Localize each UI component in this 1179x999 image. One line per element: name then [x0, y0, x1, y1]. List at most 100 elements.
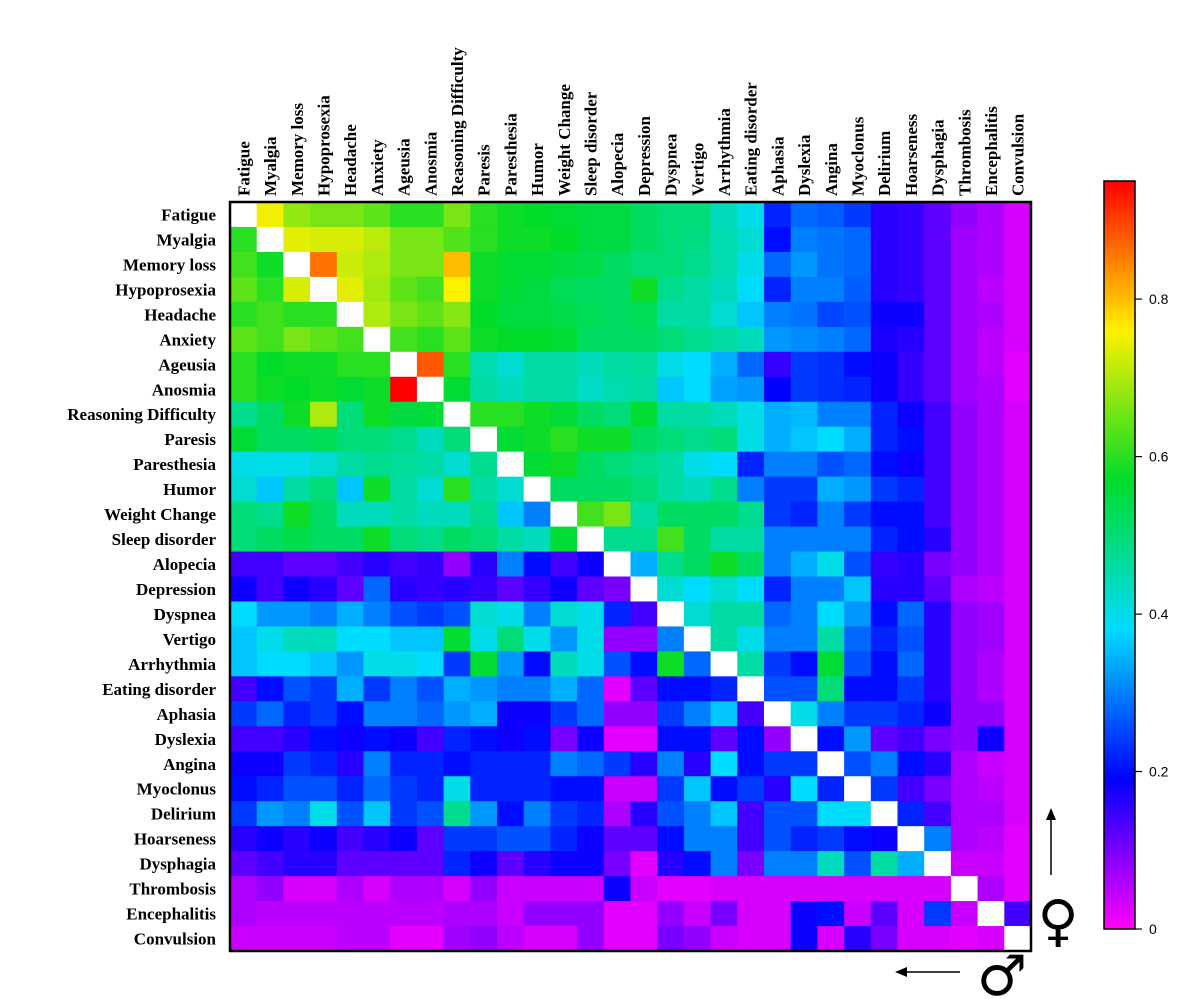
heatmap-cell — [256, 851, 284, 877]
heatmap-cell — [630, 876, 658, 902]
heatmap-cell — [737, 751, 765, 777]
heatmap-cell — [817, 901, 845, 927]
diagonal-cell — [737, 676, 765, 702]
heatmap-cell — [897, 451, 925, 478]
heatmap-cell — [683, 426, 712, 453]
heatmap-cell — [657, 726, 685, 752]
heatmap-cell — [950, 401, 979, 428]
heatmap-cell — [950, 476, 979, 503]
heatmap-cell — [603, 276, 632, 303]
heatmap-cell — [817, 401, 845, 428]
heatmap-cell — [657, 526, 685, 553]
heatmap-cell — [924, 376, 952, 403]
diagonal-cell — [230, 202, 258, 228]
heatmap-cell — [897, 851, 925, 877]
heatmap-cell — [230, 376, 258, 403]
heatmap-cell — [416, 326, 445, 353]
heatmap-cell — [603, 526, 632, 553]
heatmap-cell — [470, 326, 498, 353]
heatmap-cell — [764, 276, 792, 303]
heatmap-cell — [764, 451, 792, 478]
heatmap-cell — [817, 226, 845, 253]
heatmap-cell — [683, 776, 712, 802]
heatmap-cell — [710, 601, 738, 628]
heatmap-cell — [710, 202, 738, 228]
heatmap-cell — [897, 301, 925, 328]
colorbar-tick-label: 0 — [1149, 921, 1157, 937]
heatmap-cell — [844, 451, 872, 478]
heatmap-cell — [470, 476, 498, 503]
heatmap-cell — [924, 426, 952, 453]
heatmap-cell — [523, 276, 551, 303]
heatmap-cell — [790, 351, 818, 378]
heatmap-cell — [336, 651, 365, 677]
heatmap-cell — [603, 202, 632, 228]
column-label: Reasoning Difficulty — [448, 47, 467, 196]
heatmap-cell — [416, 501, 445, 528]
heatmap-cell — [764, 501, 792, 528]
colorbar-tick-label: 0.8 — [1149, 291, 1169, 307]
heatmap-cell — [897, 401, 925, 428]
heatmap-cell — [844, 626, 872, 652]
heatmap-cell — [630, 551, 658, 578]
heatmap-cell — [950, 751, 979, 777]
heatmap-cell — [764, 901, 792, 927]
heatmap-cell — [870, 226, 899, 253]
heatmap-cell — [977, 202, 1005, 228]
heatmap-cell — [470, 726, 498, 752]
heatmap-cell — [523, 326, 551, 353]
heatmap-cell — [577, 726, 605, 752]
column-label: Myoclonus — [848, 116, 867, 196]
diagonal-cell — [897, 826, 925, 852]
colorbar: 0 0.2 0.4 0.6 0.8 — [1103, 180, 1169, 937]
heatmap-cell — [336, 226, 365, 253]
heatmap-cell — [310, 851, 338, 877]
heatmap-cell — [497, 426, 525, 453]
heatmap-cell — [256, 426, 284, 453]
heatmap-cell — [817, 826, 845, 852]
row-label: Paresthesia — [133, 455, 216, 474]
heatmap-cell — [550, 626, 578, 652]
heatmap-cell — [523, 526, 551, 553]
heatmap-cell — [577, 476, 605, 503]
row-label: Sleep disorder — [112, 530, 217, 549]
heatmap-cell — [924, 476, 952, 503]
heatmap-cell — [897, 751, 925, 777]
heatmap-cell — [443, 876, 471, 902]
heatmap-cell — [1004, 876, 1032, 902]
heatmap-cell — [523, 451, 551, 478]
heatmap-cell — [390, 776, 418, 802]
heatmap-cell — [710, 276, 738, 303]
heatmap-cell — [470, 576, 498, 603]
heatmap-cell — [363, 826, 391, 852]
diagonal-cell — [390, 351, 418, 378]
column-label: Depression — [635, 115, 654, 196]
row-label: Aphasia — [156, 705, 216, 724]
heatmap-cell — [630, 476, 658, 503]
heatmap-cell — [603, 601, 632, 628]
heatmap-cell — [950, 501, 979, 528]
heatmap-cell — [550, 726, 578, 752]
heatmap-cell — [683, 876, 712, 902]
heatmap-cell — [603, 651, 632, 677]
heatmap-cell — [577, 926, 605, 952]
heatmap-cell — [230, 626, 258, 652]
heatmap-cell — [844, 576, 872, 603]
heatmap-cell — [443, 751, 471, 777]
heatmap-cell — [710, 676, 738, 702]
heatmap-cell — [363, 851, 391, 877]
heatmap-cell — [657, 576, 685, 603]
heatmap-cell — [577, 551, 605, 578]
heatmap-cell — [550, 351, 578, 378]
heatmap-cell — [603, 476, 632, 503]
heatmap-cell — [230, 876, 258, 902]
heatmap-cell — [817, 676, 845, 702]
heatmap-cell — [817, 701, 845, 727]
heatmap-cell — [683, 476, 712, 503]
heatmap-cell — [870, 776, 899, 802]
heatmap-cell — [390, 202, 418, 228]
heatmap-cell — [737, 926, 765, 952]
heatmap-cell — [577, 576, 605, 603]
heatmap-cell — [310, 476, 338, 503]
heatmap-cell — [603, 876, 632, 902]
